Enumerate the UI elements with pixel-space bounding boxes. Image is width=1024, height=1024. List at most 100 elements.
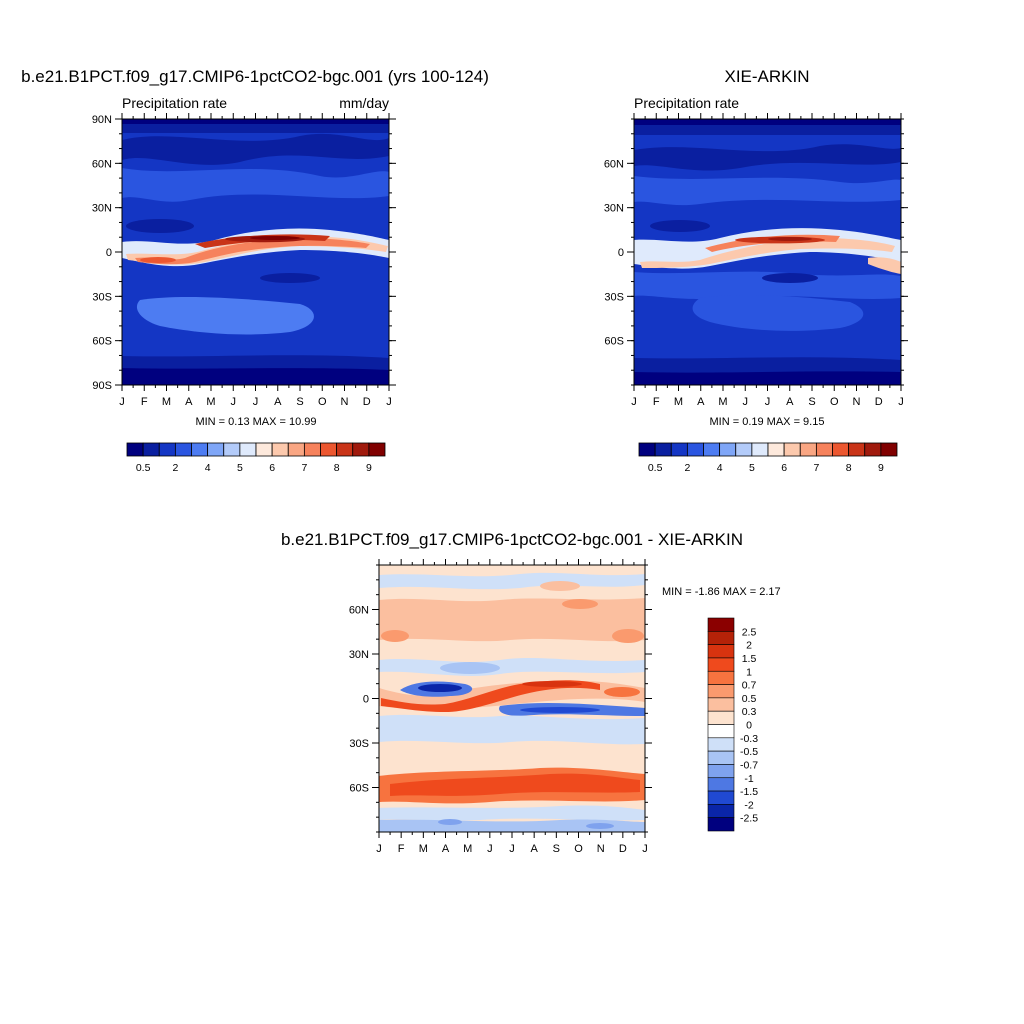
colorbar-label: 8 [334, 462, 340, 474]
colorbar-swatch [880, 442, 898, 457]
colorbar-swatch [799, 442, 817, 457]
panel-diff-stats: MIN = -1.86 MAX = 2.17 [662, 586, 781, 598]
y-tick-label: 90N [92, 114, 112, 126]
colorbar-label: 2 [746, 640, 752, 652]
y-tick-label: 60S [92, 336, 112, 348]
panel-obs: XIE-ARKIN Precipitation rate J F M A M J J A S O N… [604, 67, 908, 474]
x-tick-label: D [875, 396, 883, 408]
colorbar-label: 5 [749, 462, 755, 474]
x-tick-label: A [442, 843, 450, 855]
colorbar-swatch [686, 442, 704, 457]
y-tick-label: 0 [618, 247, 624, 259]
colorbar-swatch [707, 670, 735, 685]
colorbar-swatch [707, 777, 735, 792]
colorbar-swatch [707, 657, 735, 672]
colorbar-swatch [832, 442, 850, 457]
colorbar-label: 6 [269, 462, 275, 474]
colorbar-label: 7 [301, 462, 307, 474]
x-tick-label: M [463, 843, 472, 855]
x-tick-label: J [509, 843, 515, 855]
colorbar-label: 4 [205, 462, 211, 474]
panel-obs-field [634, 119, 901, 385]
colorbar-swatch [336, 442, 354, 457]
colorbar-swatch [638, 442, 656, 457]
x-tick-label: F [141, 396, 148, 408]
panel-obs-title: XIE-ARKIN [724, 67, 809, 86]
colorbar-swatch [707, 737, 735, 752]
colorbar-swatch [707, 804, 735, 818]
colorbar-label: 0.5 [742, 693, 757, 705]
x-tick-label: A [530, 843, 538, 855]
x-tick-label: M [674, 396, 683, 408]
x-tick-label: J [231, 396, 237, 408]
colorbar-label: 2 [684, 462, 690, 474]
panel-model-subtitle-right: mm/day [339, 95, 389, 111]
x-tick-label: S [553, 843, 560, 855]
y-tick-label: 30S [92, 291, 112, 303]
x-tick-label: J [631, 396, 637, 408]
colorbar-swatch [287, 442, 305, 457]
colorbar-label: 2 [172, 462, 178, 474]
colorbar-swatch [352, 442, 370, 457]
y-tick-label: 60S [604, 336, 624, 348]
colorbar-swatch [223, 442, 241, 457]
y-tick-label: 60S [349, 783, 369, 795]
colorbar-label: 7 [813, 462, 819, 474]
y-tick-label: 30N [349, 649, 369, 661]
panel-obs-stats: MIN = 0.19 MAX = 9.15 [710, 416, 825, 428]
y-tick-label: 30S [349, 738, 369, 750]
colorbar-label: 0.7 [742, 680, 757, 692]
colorbar-swatch [255, 442, 273, 457]
colorbar-label: 1.5 [742, 653, 757, 665]
colorbar-swatch [864, 442, 882, 457]
colorbar-label: 1 [746, 666, 752, 678]
x-tick-label: J [743, 396, 749, 408]
colorbar-swatch [848, 442, 866, 457]
x-tick-label: J [386, 396, 392, 408]
panel-model: b.e21.B1PCT.f09_g17.CMIP6-1pctCO2-bgc.00… [21, 67, 489, 474]
colorbar-label: -0.7 [740, 759, 758, 771]
y-tick-label: 30N [92, 203, 112, 215]
colorbar-swatch [368, 442, 386, 457]
colorbar-swatch [320, 442, 338, 457]
colorbar-swatch [707, 790, 735, 805]
x-tick-label: N [853, 396, 861, 408]
colorbar-label: 0.3 [742, 706, 757, 718]
colorbar-swatch [707, 617, 735, 632]
x-tick-label: A [185, 396, 193, 408]
colorbar-label: 6 [781, 462, 787, 474]
panel-model-title: b.e21.B1PCT.f09_g17.CMIP6-1pctCO2-bgc.00… [21, 67, 489, 86]
x-tick-label: M [162, 396, 171, 408]
x-tick-label: J [642, 843, 648, 855]
x-tick-label: D [363, 396, 371, 408]
x-tick-label: F [398, 843, 405, 855]
y-tick-label: 60N [92, 158, 112, 170]
colorbar-swatch [783, 442, 801, 457]
colorbar-swatch [767, 442, 785, 457]
colorbar-swatch [126, 442, 144, 457]
colorbar-swatch [735, 442, 753, 457]
x-tick-label: O [318, 396, 327, 408]
colorbar-label: -2.5 [740, 813, 758, 825]
y-tick-label: 90S [92, 380, 112, 392]
colorbar-label: -0.3 [740, 733, 758, 745]
x-tick-label: J [898, 396, 904, 408]
x-tick-label: S [296, 396, 303, 408]
colorbar-swatch [191, 442, 209, 457]
colorbar-swatch [707, 764, 735, 779]
x-tick-label: J [487, 843, 493, 855]
colorbar-swatch [142, 442, 160, 457]
y-tick-label: 30S [604, 291, 624, 303]
colorbar-swatch [707, 710, 735, 725]
panel-obs-subtitle-left: Precipitation rate [634, 95, 739, 111]
x-tick-label: J [376, 843, 382, 855]
x-tick-label: J [119, 396, 125, 408]
colorbar-swatch [815, 442, 833, 457]
x-tick-label: N [341, 396, 349, 408]
colorbar-swatch [654, 442, 672, 457]
colorbar-swatch [707, 644, 735, 659]
colorbar-label: 9 [366, 462, 372, 474]
panel-diff: b.e21.B1PCT.f09_g17.CMIP6-1pctCO2-bgc.00… [281, 530, 781, 855]
colorbar-swatch [703, 442, 721, 457]
